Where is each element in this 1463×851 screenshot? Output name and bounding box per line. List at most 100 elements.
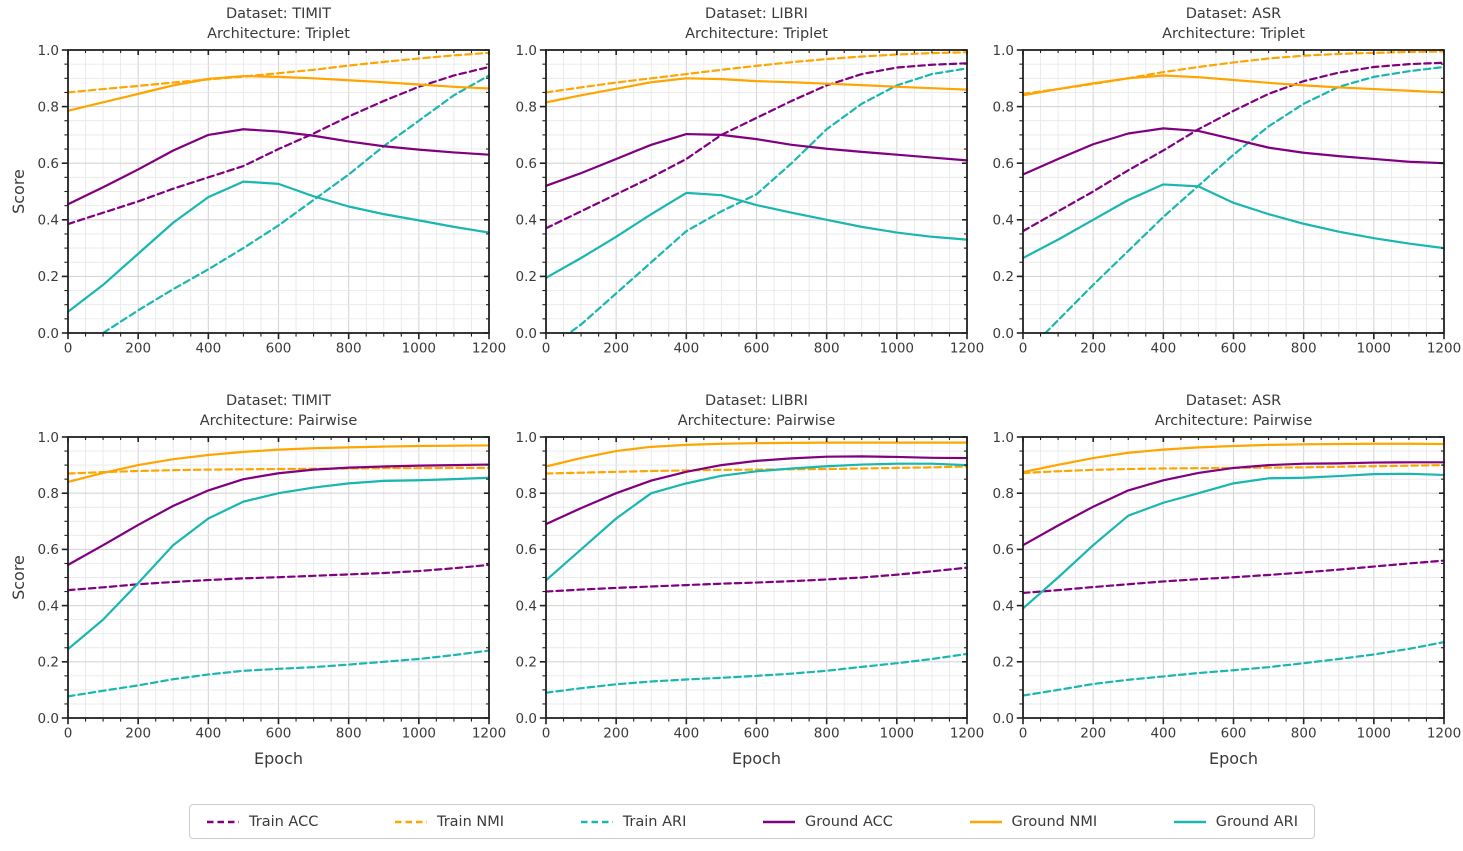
line-ground_acc — [545, 455, 968, 526]
x-tick-label: 600 — [744, 726, 770, 742]
x-tick-label: 0 — [64, 726, 73, 742]
subplot-title-architecture: Architecture: Pairwise — [1155, 413, 1313, 429]
legend-sample-train_nmi-line — [394, 820, 427, 823]
x-axis-label: Epoch — [1209, 749, 1258, 768]
line-ground_ari — [1022, 472, 1445, 610]
x-tick-label: 200 — [603, 341, 629, 357]
y-tick-label: 0.6 — [516, 156, 537, 172]
line-ground_nmi — [545, 441, 968, 468]
legend-item-ground_nmi: Ground NMI — [969, 813, 1098, 830]
legend-item-train_acc: Train ACC — [206, 814, 318, 830]
x-tick-label: 1000 — [1357, 726, 1391, 742]
x-tick-label: 1000 — [402, 341, 436, 357]
subplot-timit-pairwise: 0 200 400 600 800 1000 1200 0.0 0.2 0.4 0.6 0.8 1.0 D… — [9, 393, 506, 768]
subplot-title-architecture: Architecture: Triplet — [1162, 26, 1305, 42]
x-tick-label: 0 — [542, 726, 551, 742]
y-axis-label: Score — [9, 555, 28, 600]
x-tick-label: 1000 — [402, 726, 436, 742]
legend-label: Ground ACC — [805, 813, 893, 830]
y-tick-label: 0.6 — [993, 156, 1014, 172]
x-tick-label: 400 — [195, 341, 221, 357]
line-train_ari — [566, 67, 968, 334]
line-train_ari — [545, 652, 968, 694]
line-train_ari — [99, 74, 490, 334]
subplot-timit-triplet: 0 200 400 600 800 1000 1200 0.0 0.2 0.4 0.6 0.8 1.0 D… — [9, 6, 506, 357]
subplot-title-architecture: Architecture: Pairwise — [678, 413, 836, 429]
x-tick-label: 800 — [1291, 726, 1317, 742]
y-tick-label: 0.2 — [38, 655, 59, 671]
line-ground_nmi — [1022, 442, 1445, 474]
x-tick-label: 1000 — [880, 726, 914, 742]
x-tick-label: 200 — [125, 726, 151, 742]
line-train_ari — [1042, 65, 1445, 334]
subplot-asr-triplet: 0 200 400 600 800 1000 1200 0.0 0.2 0.4 0.6 0.8 1.0 D… — [993, 6, 1462, 357]
subplot-title-dataset: Dataset: TIMIT — [226, 393, 331, 409]
subplot-title-dataset: Dataset: ASR — [1186, 393, 1281, 409]
subplot-title-dataset: Dataset: TIMIT — [226, 6, 331, 22]
subplot-libri-triplet: 0 200 400 600 800 1000 1200 0.0 0.2 0.4 0.6 0.8 1.0 D… — [516, 6, 985, 357]
x-tick-label: 0 — [1019, 726, 1028, 742]
y-tick-label: 0.8 — [516, 486, 537, 502]
line-train_acc — [545, 566, 968, 593]
line-ground_nmi — [1022, 74, 1445, 97]
y-tick-label: 0.2 — [516, 269, 537, 285]
y-tick-label: 0.8 — [38, 486, 59, 502]
line-ground_nmi — [545, 77, 968, 104]
y-tick-label: 0.0 — [516, 326, 537, 342]
legend-label: Ground NMI — [1011, 813, 1098, 830]
y-tick-label: 1.0 — [38, 43, 59, 59]
x-tick-label: 400 — [195, 726, 221, 742]
x-tick-label: 200 — [1080, 341, 1106, 357]
x-tick-label: 800 — [336, 341, 362, 357]
legend-label: Ground ARI — [1215, 813, 1298, 830]
line-ground_ari — [545, 191, 968, 279]
legend-sample-train_ari-line — [580, 820, 613, 823]
legend-item-ground_acc: Ground ACC — [762, 814, 893, 830]
subplot-title-architecture: Architecture: Pairwise — [200, 413, 358, 429]
subplot-libri-pairwise: 0 200 400 600 800 1000 1200 0.0 0.2 0.4 0.6 0.8 1.0 D… — [516, 393, 985, 768]
x-tick-label: 0 — [542, 341, 551, 357]
y-tick-label: 0.6 — [516, 542, 537, 558]
y-tick-label: 0.4 — [516, 213, 537, 229]
legend-item-ground_ari: Ground ARI — [1173, 814, 1298, 830]
x-tick-label: 400 — [1150, 341, 1176, 357]
x-tick-label: 1200 — [950, 726, 984, 742]
x-tick-label: 400 — [673, 726, 699, 742]
line-ground_acc — [545, 132, 968, 187]
legend-item-train_nmi: Train NMI — [394, 814, 504, 830]
line-train_nmi — [67, 51, 490, 94]
x-tick-label: 600 — [1221, 341, 1247, 357]
line-train_acc — [1022, 559, 1445, 595]
x-tick-label: 1200 — [472, 341, 506, 357]
legend-sample-train_acc-line — [207, 820, 239, 823]
x-tick-label: 1200 — [472, 726, 506, 742]
line-train_nmi — [545, 465, 968, 475]
x-tick-label: 600 — [744, 341, 770, 357]
y-tick-label: 0.4 — [993, 598, 1014, 614]
line-ground_acc — [1022, 461, 1445, 547]
line-ground_acc — [67, 463, 490, 566]
x-tick-label: 200 — [1080, 726, 1106, 742]
y-tick-label: 0.0 — [38, 711, 59, 727]
subplot-asr-pairwise: 0 200 400 600 800 1000 1200 0.0 0.2 0.4 0.6 0.8 1.0 D… — [993, 393, 1462, 768]
y-tick-label: 0.4 — [38, 213, 59, 229]
x-tick-label: 0 — [64, 341, 73, 357]
x-tick-label: 600 — [266, 341, 292, 357]
legend-sample-ground_acc-line — [763, 820, 796, 823]
y-tick-label: 0.2 — [38, 269, 59, 285]
legend-label: Train NMI — [436, 813, 505, 830]
subplot-title-dataset: Dataset: LIBRI — [705, 393, 808, 409]
legend-label: Train ARI — [622, 813, 687, 830]
y-tick-label: 0.2 — [993, 655, 1014, 671]
x-tick-label: 200 — [125, 341, 151, 357]
legend-sample-ground_nmi-line — [969, 820, 1002, 823]
line-train_acc — [67, 65, 490, 226]
y-tick-label: 0.8 — [38, 99, 59, 115]
line-train_ari — [1022, 641, 1445, 697]
y-tick-label: 0.0 — [993, 711, 1014, 727]
y-tick-label: 0.2 — [993, 269, 1014, 285]
y-tick-label: 1.0 — [516, 430, 537, 446]
line-ground_ari — [67, 180, 490, 313]
